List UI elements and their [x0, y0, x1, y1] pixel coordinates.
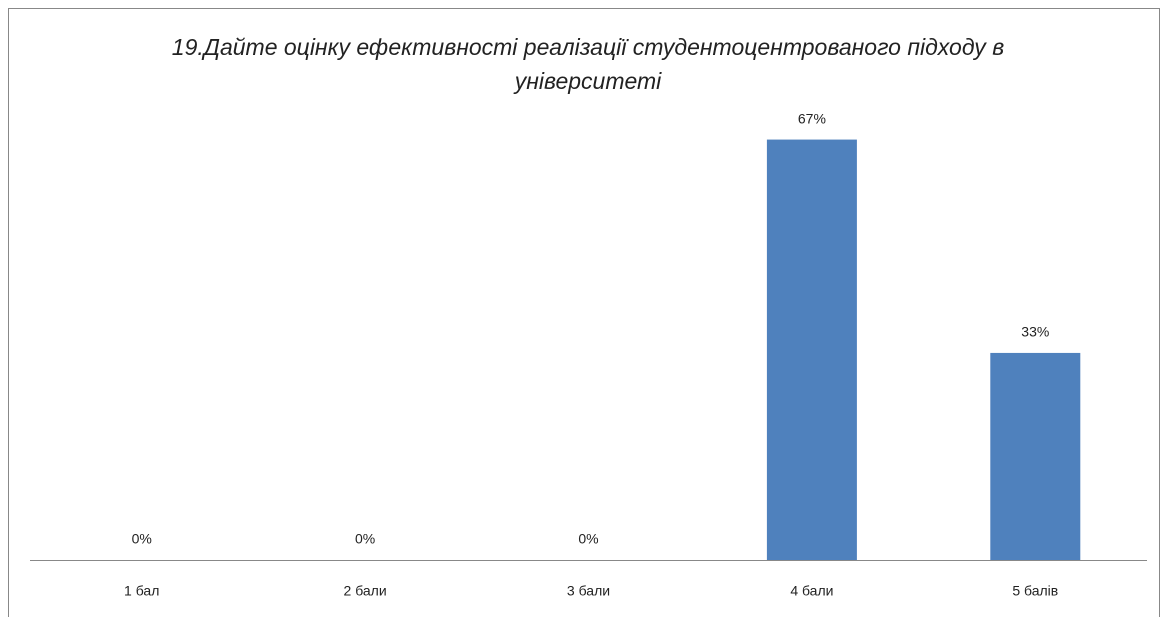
- x-tick-label: 1 бал: [124, 583, 159, 599]
- data-label: 0%: [355, 531, 375, 547]
- data-label: 0%: [578, 531, 598, 547]
- bar: [766, 139, 857, 560]
- data-label: 67%: [798, 110, 826, 126]
- data-label: 33%: [1021, 324, 1049, 340]
- data-label: 0%: [132, 531, 152, 547]
- x-tick-label: 3 бали: [567, 583, 610, 599]
- chart-title: 19.Дайте оцінку ефективності реалізації …: [171, 34, 1005, 94]
- bar: [990, 352, 1081, 560]
- x-tick-label: 4 бали: [790, 583, 833, 599]
- x-tick-label: 2 бали: [344, 583, 387, 599]
- x-tick-label: 5 балів: [1012, 583, 1058, 599]
- chart-border: [8, 8, 1160, 617]
